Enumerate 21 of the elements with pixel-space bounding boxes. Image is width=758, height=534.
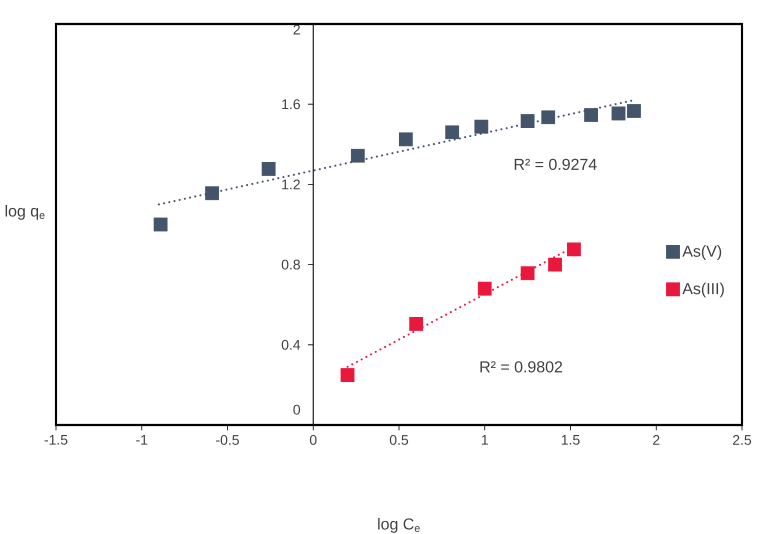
y-tick-label: 1.6 bbox=[282, 99, 300, 110]
y-tick-label: 0 bbox=[293, 404, 300, 415]
x-tick-label: -1 bbox=[136, 435, 148, 445]
x-axis-title: log C$_{e}$ bbox=[378, 518, 420, 533]
x-tick-label: 0 bbox=[310, 435, 317, 445]
x-tick-label: -1.5 bbox=[44, 435, 68, 445]
y-tick-label: 0.4 bbox=[282, 340, 300, 350]
x-tick-label: 0.5 bbox=[390, 435, 408, 445]
y-tick-label: 1.2 bbox=[282, 180, 300, 190]
x-tick-label: 2.5 bbox=[733, 435, 752, 445]
y-tick-label: 0.8 bbox=[282, 260, 300, 270]
y-tick-label: 2 bbox=[294, 24, 300, 34]
legend-label: As(III) bbox=[682, 282, 724, 298]
y-axis-title: log q$_{e}$ bbox=[6, 204, 45, 220]
legend-label: As(V) bbox=[682, 245, 722, 260]
annotation: R² = 0.9274 bbox=[514, 158, 597, 170]
x-tick-label: 1 bbox=[482, 435, 488, 445]
x-tick-label: -0.5 bbox=[216, 435, 239, 445]
annotation: R² = 0.9802 bbox=[480, 361, 562, 372]
x-tick-label: 1.5 bbox=[562, 435, 580, 445]
x-tick-label: 2 bbox=[653, 435, 660, 445]
